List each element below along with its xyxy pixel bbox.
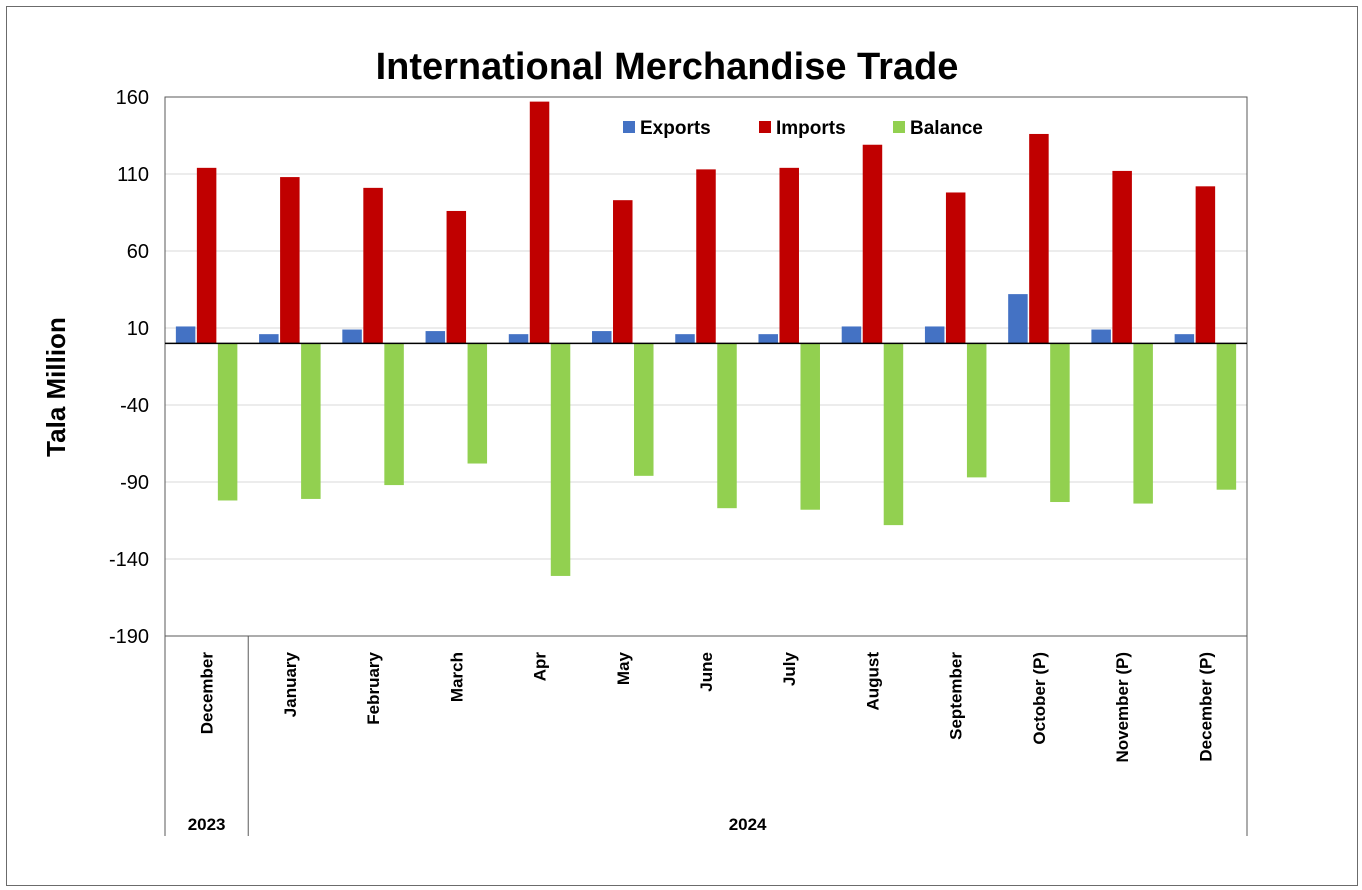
bar-imports-9: [945, 192, 966, 344]
bar-imports-12: [1195, 186, 1216, 344]
bar-balance-1: [301, 343, 321, 499]
bar-exports-6: [675, 334, 695, 344]
bar-imports-8: [862, 144, 883, 344]
y-tick-label: 160: [116, 87, 149, 109]
bar-balance-5: [634, 343, 654, 476]
y-tick-label: -40: [120, 395, 149, 417]
bar-balance-2: [384, 343, 404, 486]
x-tick-label: June: [697, 652, 716, 692]
bar-exports-3: [425, 331, 446, 344]
x-tick-label: July: [780, 651, 799, 686]
bar-balance-8: [883, 343, 904, 526]
bar-imports-3: [446, 210, 467, 344]
legend-label-imports: Imports: [776, 118, 846, 139]
x-tick-label: August: [863, 652, 882, 711]
bar-exports-2: [342, 329, 362, 344]
x-tick-label: September: [947, 652, 966, 740]
x-tick-label: December (P): [1196, 652, 1215, 762]
bar-exports-8: [841, 326, 862, 344]
bar-exports-0: [175, 326, 196, 344]
bar-balance-4: [550, 343, 571, 576]
bar-imports-1: [280, 177, 300, 344]
x-tick-label: Apr: [531, 652, 550, 682]
bar-balance-7: [800, 343, 820, 510]
bar-imports-10: [1029, 133, 1049, 344]
bar-balance-3: [467, 343, 488, 464]
legend-swatch-exports: [623, 121, 635, 133]
plot-area-border: [164, 96, 1248, 637]
y-tick-label: -90: [120, 472, 149, 494]
x-tick-label: February: [364, 651, 383, 724]
x-tick-label: March: [447, 652, 466, 702]
bar-imports-2: [363, 187, 383, 344]
y-tick-label: -190: [109, 626, 149, 648]
bar-balance-12: [1216, 343, 1237, 490]
bar-balance-9: [966, 343, 987, 478]
y-tick-label: 110: [117, 164, 149, 186]
bar-imports-7: [779, 167, 799, 344]
x-tick-label: January: [281, 651, 300, 717]
chart-frame: International Merchandise Trade Tala Mil…: [6, 6, 1358, 886]
bar-balance-10: [1050, 343, 1070, 503]
bar-exports-4: [508, 334, 529, 344]
x-tick-label: May: [614, 651, 633, 685]
bars: [175, 101, 1237, 576]
chart-title: International Merchandise Trade: [376, 46, 959, 88]
legend-swatch-imports: [759, 121, 771, 133]
y-tick-label: 10: [127, 318, 149, 340]
bar-balance-11: [1133, 343, 1153, 504]
legend: Exports Imports Balance: [623, 118, 983, 139]
bar-imports-4: [529, 101, 550, 344]
bar-balance-0: [217, 343, 238, 501]
bar-exports-9: [924, 326, 945, 344]
bar-exports-12: [1174, 334, 1195, 344]
x-tick-label: October (P): [1030, 652, 1049, 745]
x-tick-label: December: [198, 652, 217, 735]
trade-chart: International Merchandise Trade Tala Mil…: [41, 46, 1248, 836]
bar-imports-11: [1112, 170, 1132, 344]
bar-exports-11: [1091, 329, 1111, 344]
bar-balance-6: [717, 343, 737, 509]
legend-swatch-balance: [893, 121, 905, 133]
y-tick-label: -140: [109, 549, 149, 571]
bar-imports-5: [613, 200, 633, 344]
y-tick-label: 60: [127, 241, 149, 263]
x-tick-label: November (P): [1113, 652, 1132, 763]
bar-imports-0: [196, 167, 217, 344]
bar-imports-6: [696, 169, 716, 344]
legend-label-balance: Balance: [910, 118, 983, 139]
bar-exports-5: [592, 331, 612, 344]
bar-exports-10: [1008, 294, 1028, 344]
bar-exports-7: [758, 334, 778, 344]
axes: 160 110 60 10 -40 -90 -140 -190 December January F…: [109, 87, 1248, 836]
year-label: 2024: [729, 815, 767, 834]
year-label: 2023: [188, 815, 226, 834]
bar-exports-1: [259, 334, 279, 344]
legend-label-exports: Exports: [640, 118, 711, 139]
y-axis-label: Tala Million: [41, 317, 71, 457]
